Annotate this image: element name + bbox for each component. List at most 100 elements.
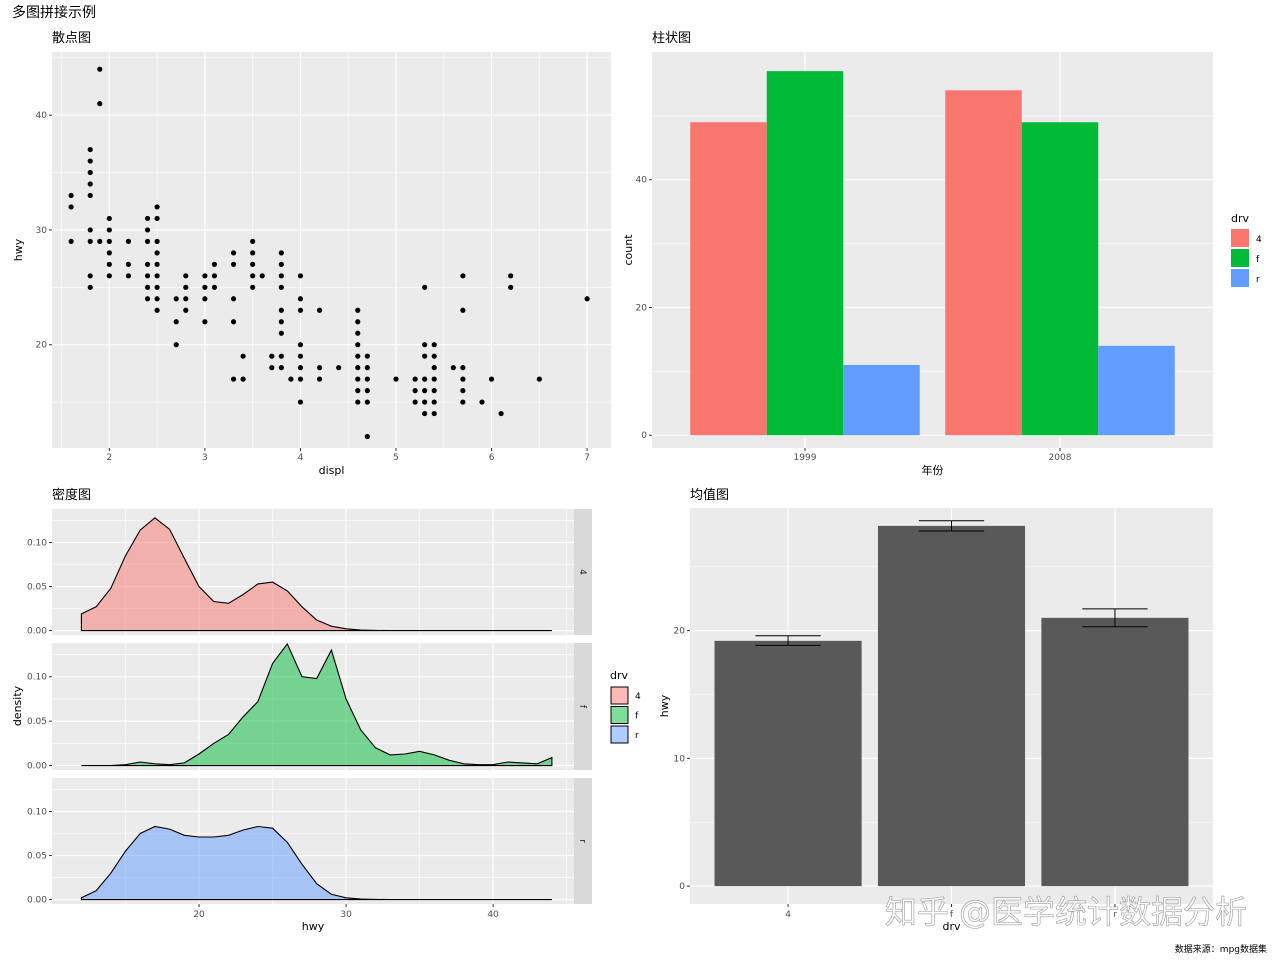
scatter-point <box>479 399 485 405</box>
mean-bar-4 <box>714 640 862 887</box>
density-legend-title: drv <box>610 669 629 682</box>
scatter-point <box>355 307 361 313</box>
scatter-point <box>488 376 495 382</box>
scatter-point <box>431 353 437 359</box>
scatter-point <box>183 284 189 290</box>
bar-title: 柱状图 <box>652 31 691 46</box>
bar-x-label: 年份 <box>922 463 944 477</box>
scatter-point <box>297 273 304 279</box>
scatter-point <box>87 146 93 153</box>
scatter-point <box>278 330 284 336</box>
scatter-point <box>269 365 275 371</box>
scatter-point <box>364 376 370 382</box>
density-facet-r: r 0.00 0.05 0.10 <box>27 778 592 906</box>
scatter-point <box>154 215 160 222</box>
bar-legend-label: r <box>1256 275 1260 285</box>
scatter-point <box>422 342 428 348</box>
bar-1999-drv-r <box>843 364 920 436</box>
scatter-point <box>144 227 151 233</box>
scatter-point <box>536 376 542 382</box>
mean-bar-f <box>877 525 1026 887</box>
scatter-point <box>144 261 151 267</box>
scatter-point <box>97 66 103 72</box>
density-y-tick-label: 0.05 <box>27 852 47 862</box>
scatter-point <box>297 399 304 405</box>
watermark: 知乎 @医学统计数据分析 <box>885 893 1247 931</box>
scatter-point <box>211 284 218 290</box>
scatter-x-tick-label: 5 <box>393 453 399 463</box>
scatter-point <box>68 192 74 199</box>
scatter-point <box>355 353 361 359</box>
bar-1999-drv-f <box>766 71 844 436</box>
bar-x-tick-label: 1999 <box>794 453 817 463</box>
scatter-point <box>355 376 361 382</box>
scatter-point <box>278 250 284 256</box>
density-legend-key-r <box>610 725 629 744</box>
bar-legend-title: drv <box>1231 212 1250 225</box>
scatter-point <box>144 238 151 244</box>
scatter-point <box>87 238 93 244</box>
scatter-point <box>202 296 208 302</box>
bar-legend: drv 4 fr <box>1231 212 1262 287</box>
scatter-point <box>422 410 428 417</box>
scatter-point <box>297 307 304 313</box>
mean-x-label: drv <box>942 920 961 933</box>
scatter-grid <box>52 52 611 448</box>
scatter-point <box>355 330 361 336</box>
scatter-point <box>316 307 323 313</box>
scatter-point <box>278 284 284 290</box>
scatter-point <box>460 273 466 279</box>
density-y-tick-label: 0.00 <box>27 896 47 906</box>
scatter-point <box>288 376 294 382</box>
mean-errorbar-f <box>918 520 985 532</box>
density-y-tick-label: 0.10 <box>27 673 47 683</box>
scatter-point <box>202 284 208 290</box>
bar-y-tick-label: 0 <box>641 431 647 441</box>
density-x-tick-label: 20 <box>193 910 205 920</box>
bar-legend-key-r <box>1231 269 1249 287</box>
scatter-x-tick-label: 2 <box>106 453 112 463</box>
bar-legend-key-f <box>1231 249 1249 267</box>
scatter-point <box>431 376 437 382</box>
scatter-point <box>450 365 456 371</box>
mean-y-tick-label: 0 <box>679 882 685 892</box>
scatter-point <box>422 353 428 359</box>
scatter-point <box>412 388 418 394</box>
scatter-point <box>230 250 237 256</box>
scatter-point <box>355 319 361 325</box>
scatter-point <box>87 169 93 176</box>
scatter-point <box>106 238 112 244</box>
scatter-point <box>431 399 437 405</box>
scatter-point <box>211 273 218 279</box>
scatter-chart: 散点图 2 3 4 5 6 7 20 30 40 displ hwy <box>12 31 611 477</box>
density-area-drv-r <box>81 826 552 900</box>
scatter-point <box>154 284 160 290</box>
scatter-point <box>202 319 208 325</box>
scatter-point <box>431 365 437 371</box>
scatter-point <box>316 376 323 382</box>
scatter-point <box>125 273 132 279</box>
scatter-point <box>278 273 284 279</box>
scatter-point <box>297 342 304 348</box>
density-x-tick-label: 40 <box>487 910 499 920</box>
density-area-drv-f <box>81 643 552 766</box>
scatter-point <box>364 353 370 359</box>
scatter-point <box>154 238 160 244</box>
scatter-point <box>125 261 132 267</box>
scatter-point <box>508 273 514 279</box>
scatter-point <box>355 342 361 348</box>
density-curve-drv-f <box>81 642 553 767</box>
scatter-x-tick-label: 3 <box>202 453 208 463</box>
bar-chart: 柱状图 1999 2008 0 20 40 年份 count drv 4 fr <box>622 31 1262 477</box>
scatter-point <box>584 296 590 302</box>
scatter-point <box>278 353 284 359</box>
scatter-title: 散点图 <box>52 31 91 46</box>
mean-x-tick-label: f <box>950 910 954 920</box>
scatter-point <box>97 238 103 244</box>
mean-errorbar-r <box>1082 608 1148 628</box>
density-x-label: hwy <box>302 920 325 933</box>
bar-legend-label: f <box>1256 255 1260 265</box>
mean-bars <box>714 520 1189 887</box>
